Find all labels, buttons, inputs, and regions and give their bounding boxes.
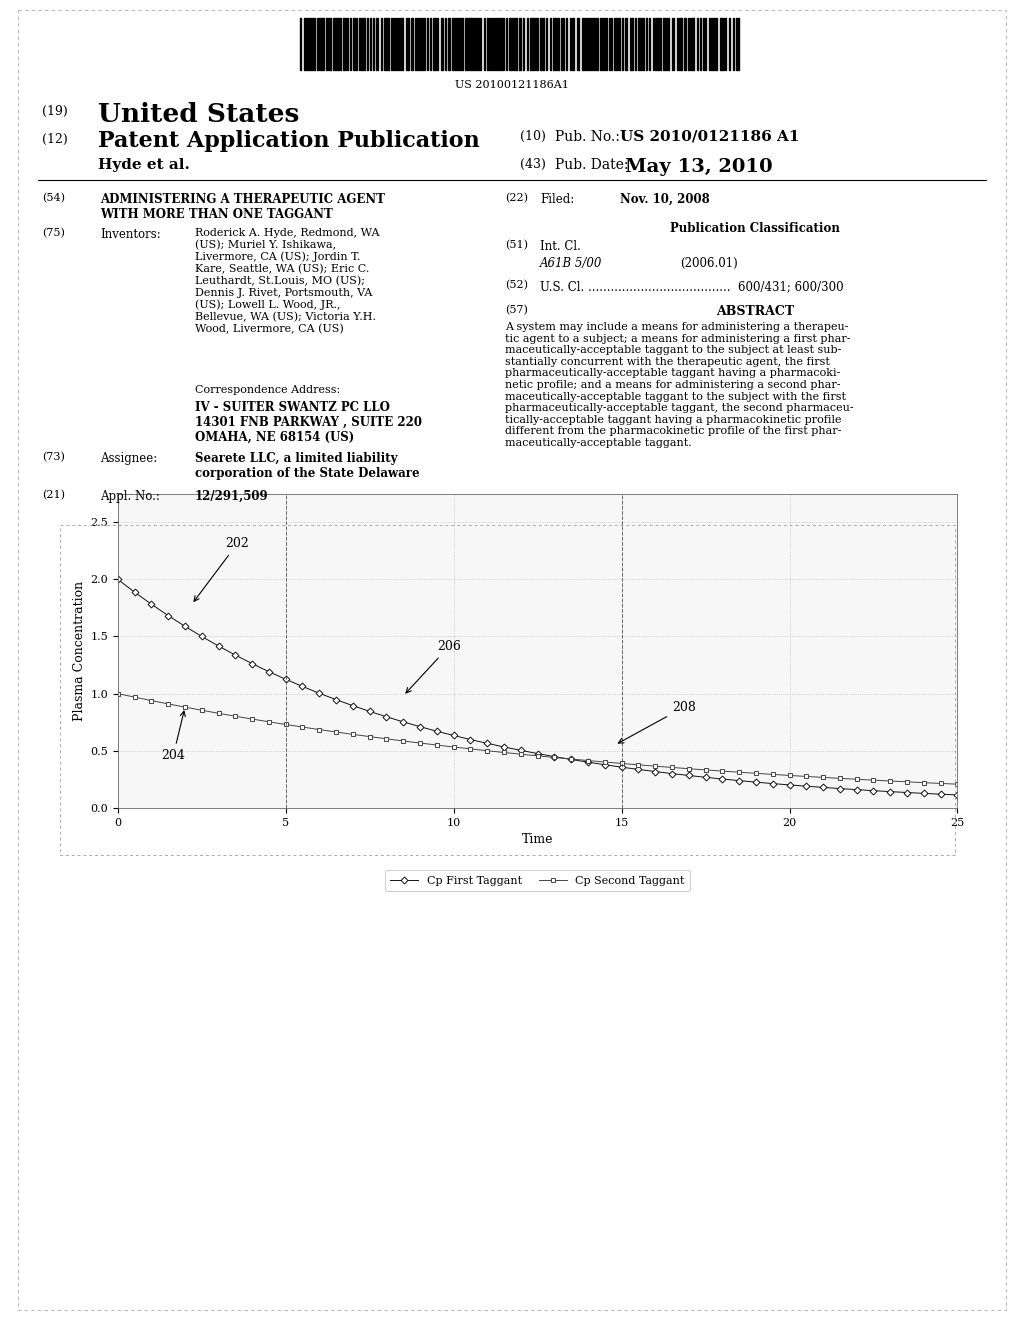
Text: Publication Classification: Publication Classification bbox=[670, 222, 840, 235]
Text: Appl. No.:: Appl. No.: bbox=[100, 490, 160, 503]
Text: (52): (52) bbox=[505, 280, 528, 290]
Cp Second Taggant bbox=[364, 729, 376, 744]
Cp Second Taggant bbox=[716, 763, 728, 779]
Text: A system may include a means for administering a therapeu-
tic agent to a subjec: A system may include a means for adminis… bbox=[505, 322, 854, 447]
Text: Searete LLC, a limited liability
corporation of the State Delaware: Searete LLC, a limited liability corpora… bbox=[195, 451, 420, 480]
Cp Second Taggant bbox=[666, 759, 678, 775]
Text: Int. Cl.: Int. Cl. bbox=[540, 240, 581, 253]
Cp Second Taggant bbox=[112, 685, 124, 701]
Text: Inventors:: Inventors: bbox=[100, 228, 161, 242]
Text: (21): (21) bbox=[42, 490, 65, 500]
Text: (19): (19) bbox=[42, 106, 68, 117]
Text: Pub. Date:: Pub. Date: bbox=[555, 158, 629, 172]
Text: Hyde et al.: Hyde et al. bbox=[98, 158, 189, 172]
Line: Cp Second Taggant: Cp Second Taggant bbox=[116, 692, 959, 787]
Legend: Cp First Taggant, Cp Second Taggant: Cp First Taggant, Cp Second Taggant bbox=[385, 870, 690, 891]
Text: Correspondence Address:: Correspondence Address: bbox=[195, 385, 340, 395]
Cp Second Taggant bbox=[951, 776, 964, 792]
Text: (73): (73) bbox=[42, 451, 65, 462]
Text: ADMINISTERING A THERAPEUTIC AGENT
WITH MORE THAN ONE TAGGANT: ADMINISTERING A THERAPEUTIC AGENT WITH M… bbox=[100, 193, 385, 220]
Text: United States: United States bbox=[98, 102, 299, 127]
Cp Second Taggant bbox=[935, 776, 947, 792]
Text: (54): (54) bbox=[42, 193, 65, 203]
Text: (10): (10) bbox=[520, 129, 546, 143]
Text: ABSTRACT: ABSTRACT bbox=[716, 305, 794, 318]
Cp Second Taggant bbox=[380, 731, 392, 747]
Text: Patent Application Publication: Patent Application Publication bbox=[98, 129, 480, 152]
Text: 208: 208 bbox=[618, 701, 696, 743]
Cp First Taggant bbox=[666, 766, 678, 781]
Text: (75): (75) bbox=[42, 228, 65, 239]
Cp First Taggant bbox=[364, 704, 376, 719]
Text: 204: 204 bbox=[162, 711, 185, 762]
Y-axis label: Plasma Concentration: Plasma Concentration bbox=[73, 581, 86, 721]
Text: (43): (43) bbox=[520, 158, 546, 172]
Cp First Taggant bbox=[935, 787, 947, 803]
Text: (57): (57) bbox=[505, 305, 528, 315]
Text: A61B 5/00: A61B 5/00 bbox=[540, 257, 602, 271]
Cp First Taggant bbox=[716, 771, 728, 787]
Text: (51): (51) bbox=[505, 240, 528, 251]
Text: IV - SUITER SWANTZ PC LLO
14301 FNB PARKWAY , SUITE 220
OMAHA, NE 68154 (US): IV - SUITER SWANTZ PC LLO 14301 FNB PARK… bbox=[195, 401, 422, 444]
Cp Second Taggant bbox=[296, 719, 308, 735]
Text: Pub. No.:: Pub. No.: bbox=[555, 129, 620, 144]
Text: US 20100121186A1: US 20100121186A1 bbox=[455, 81, 569, 90]
Text: U.S. Cl. ......................................  600/431; 600/300: U.S. Cl. ...............................… bbox=[540, 280, 844, 293]
Text: (12): (12) bbox=[42, 133, 68, 147]
Text: (2006.01): (2006.01) bbox=[680, 257, 737, 271]
Text: (22): (22) bbox=[505, 193, 528, 203]
Text: Assignee:: Assignee: bbox=[100, 451, 158, 465]
Cp First Taggant bbox=[296, 678, 308, 694]
Cp First Taggant bbox=[112, 572, 124, 587]
Text: 206: 206 bbox=[406, 640, 461, 693]
X-axis label: Time: Time bbox=[522, 833, 553, 846]
Line: Cp First Taggant: Cp First Taggant bbox=[116, 577, 959, 797]
Text: US 2010/0121186 A1: US 2010/0121186 A1 bbox=[620, 129, 800, 144]
Text: 12/291,509: 12/291,509 bbox=[195, 490, 268, 503]
Cp First Taggant bbox=[951, 787, 964, 803]
Text: 202: 202 bbox=[195, 537, 249, 602]
Text: Filed:: Filed: bbox=[540, 193, 574, 206]
Text: May 13, 2010: May 13, 2010 bbox=[625, 158, 773, 176]
Text: Nov. 10, 2008: Nov. 10, 2008 bbox=[620, 193, 710, 206]
Cp First Taggant bbox=[380, 709, 392, 725]
Text: Roderick A. Hyde, Redmond, WA
(US); Muriel Y. Ishikawa,
Livermore, CA (US); Jord: Roderick A. Hyde, Redmond, WA (US); Muri… bbox=[195, 228, 380, 334]
